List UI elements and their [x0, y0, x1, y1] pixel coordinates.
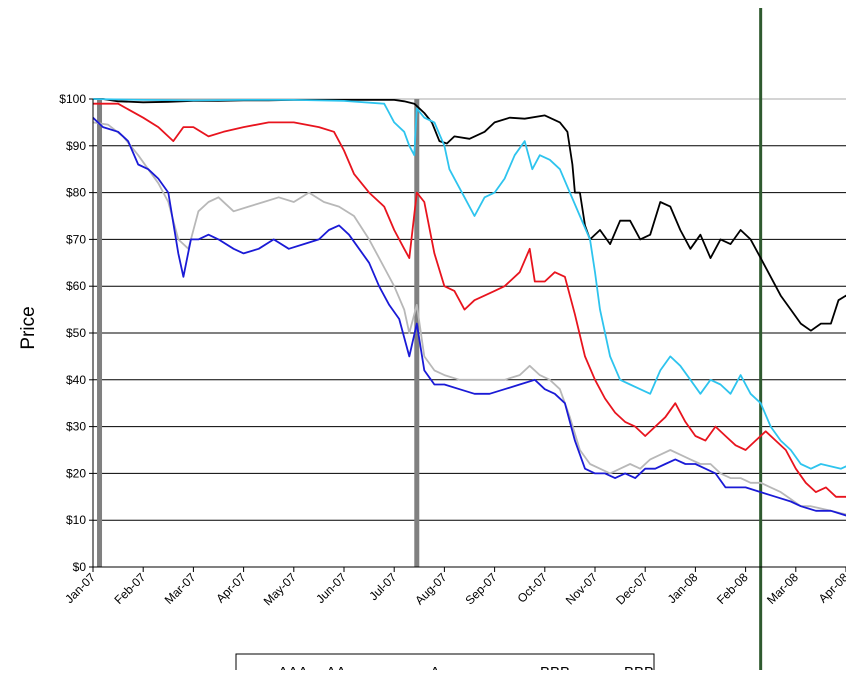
y-axis-label: Price [18, 306, 39, 349]
axis-layer: Price $0 $10 $20 $30 $40 $50 $60 $70 $80 $90 $100 J… [18, 92, 846, 608]
x-tick-label: Nov-07 [563, 570, 600, 607]
y-tick-label: $40 [66, 373, 86, 387]
x-tick-label: Aug-07 [412, 570, 449, 607]
y-tick-label: $50 [66, 326, 86, 340]
x-tick-label: Apr-07 [213, 570, 249, 606]
x-tick-label: Jan-08 [665, 570, 701, 606]
x-tick-label: Jun-07 [313, 570, 349, 606]
x-tick-label: Jan-07 [62, 570, 98, 606]
y-tick-label: $90 [66, 139, 86, 153]
y-tick-label: $100 [59, 92, 86, 106]
x-tick-label: Oct-07 [515, 570, 551, 606]
legend-label: BBB [540, 664, 570, 670]
y-tick-label: $20 [66, 466, 86, 480]
legend-label: AAA [278, 664, 308, 670]
grid-layer [93, 98, 846, 568]
legend-label: BBB [624, 664, 654, 670]
x-tick-label: Mar-07 [162, 570, 199, 607]
series-line-a [93, 102, 846, 499]
series-line-bbb [92, 121, 846, 516]
x-tick-label: May-07 [261, 570, 299, 608]
x-tick-label: Jul-07 [366, 570, 399, 603]
y-tick-label: $30 [66, 420, 86, 434]
series-line-aaa [93, 98, 846, 332]
x-tick-label: Dec-07 [613, 570, 650, 607]
x-tick-label: Mar-08 [764, 570, 801, 607]
series-layer [92, 98, 846, 517]
series-line-bbb [92, 117, 846, 517]
y-tick-label: $60 [66, 279, 86, 293]
vertical-marker-layer [97, 8, 763, 670]
x-tick-label: Sep-07 [462, 570, 499, 607]
y-tick-label: $10 [66, 513, 86, 527]
series-line-aa [92, 98, 846, 470]
y-tick-label: $80 [66, 186, 86, 200]
legend-label: A [430, 664, 440, 670]
legend-label: AA [326, 664, 346, 670]
legend: AAAAAABBBBBB [235, 653, 655, 675]
y-tick-label: $70 [66, 232, 86, 246]
x-tick-label: Feb-08 [714, 570, 751, 607]
y-tick-label: $0 [73, 560, 87, 574]
x-tick-label: Apr-08 [816, 570, 846, 606]
x-tick-label: Feb-07 [112, 570, 149, 607]
